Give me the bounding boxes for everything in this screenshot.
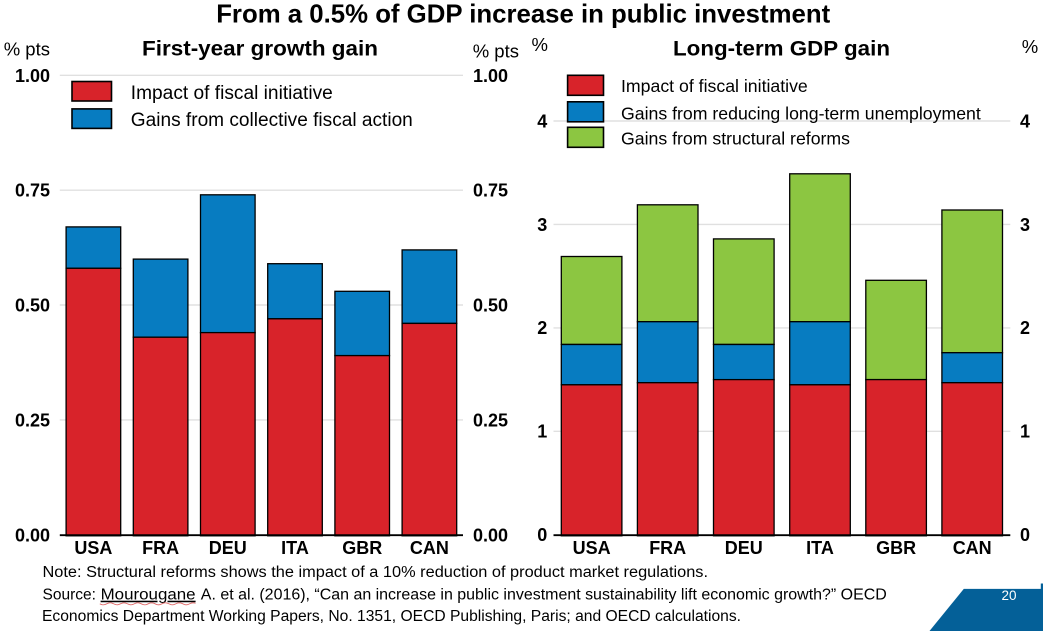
svg-text:4: 4	[537, 111, 547, 131]
svg-text:Long-term GDP gain: Long-term GDP gain	[673, 38, 890, 61]
svg-text:Economics Department Working P: Economics Department Working Papers, No.…	[42, 608, 741, 625]
svg-text:% pts: % pts	[473, 41, 519, 62]
svg-text:0.50: 0.50	[473, 296, 508, 316]
svg-text:0.25: 0.25	[15, 410, 50, 430]
svg-text:USA: USA	[573, 538, 611, 558]
svg-text:Impact of fiscal initiative: Impact of fiscal initiative	[621, 76, 808, 96]
svg-text:0.75: 0.75	[15, 181, 50, 201]
svg-text:FRA: FRA	[142, 538, 179, 558]
svg-text:1.00: 1.00	[473, 66, 508, 86]
svg-text:GBR: GBR	[342, 538, 382, 558]
svg-text:From a 0.5% of GDP increase in: From a 0.5% of GDP increase in public in…	[216, 0, 830, 29]
svg-text:ITA: ITA	[281, 538, 309, 558]
svg-text:CAN: CAN	[953, 538, 992, 558]
svg-text:3: 3	[537, 215, 547, 235]
svg-text:Gains from structural reforms: Gains from structural reforms	[621, 129, 850, 149]
svg-text:2: 2	[1020, 318, 1030, 338]
svg-text:2: 2	[537, 318, 547, 338]
svg-text:0: 0	[1020, 525, 1030, 545]
svg-text:A. et al. (2016), “Can an incr: A. et al. (2016), “Can an increase in pu…	[201, 587, 887, 604]
svg-text:%: %	[1022, 36, 1038, 57]
svg-text:FRA: FRA	[649, 538, 686, 558]
svg-text:0.75: 0.75	[473, 181, 508, 201]
svg-text:CAN: CAN	[410, 538, 449, 558]
svg-text:DEU: DEU	[209, 538, 247, 558]
svg-text:1: 1	[1020, 422, 1030, 442]
svg-text:%: %	[532, 34, 548, 55]
svg-text:0.50: 0.50	[15, 296, 50, 316]
svg-text:% pts: % pts	[4, 39, 50, 60]
svg-text:First-year growth gain: First-year growth gain	[142, 38, 378, 61]
svg-text:1: 1	[537, 422, 547, 442]
svg-text:ITA: ITA	[806, 538, 834, 558]
svg-text:0.25: 0.25	[473, 410, 508, 430]
svg-text:Gains from reducing long-term: Gains from reducing long-term unemployme…	[621, 104, 981, 124]
svg-text:Impact of fiscal initiative: Impact of fiscal initiative	[131, 83, 333, 104]
svg-text:3: 3	[1020, 215, 1030, 235]
svg-text:Note: Structural reforms shows: Note: Structural reforms shows the impac…	[43, 564, 709, 581]
svg-text:1.00: 1.00	[15, 66, 50, 86]
svg-text:DEU: DEU	[725, 538, 763, 558]
svg-text:Mourougane: Mourougane	[101, 587, 196, 604]
svg-text:4: 4	[1020, 111, 1030, 131]
svg-text:Gains from collective fiscal a: Gains from collective fiscal action	[131, 110, 413, 131]
svg-text:0.00: 0.00	[473, 525, 508, 545]
svg-text:0: 0	[537, 525, 547, 545]
svg-text:USA: USA	[74, 538, 112, 558]
svg-text:20: 20	[1001, 588, 1016, 603]
svg-text:0.00: 0.00	[15, 525, 50, 545]
svg-text:GBR: GBR	[876, 538, 916, 558]
svg-text:Source:: Source:	[43, 587, 96, 604]
